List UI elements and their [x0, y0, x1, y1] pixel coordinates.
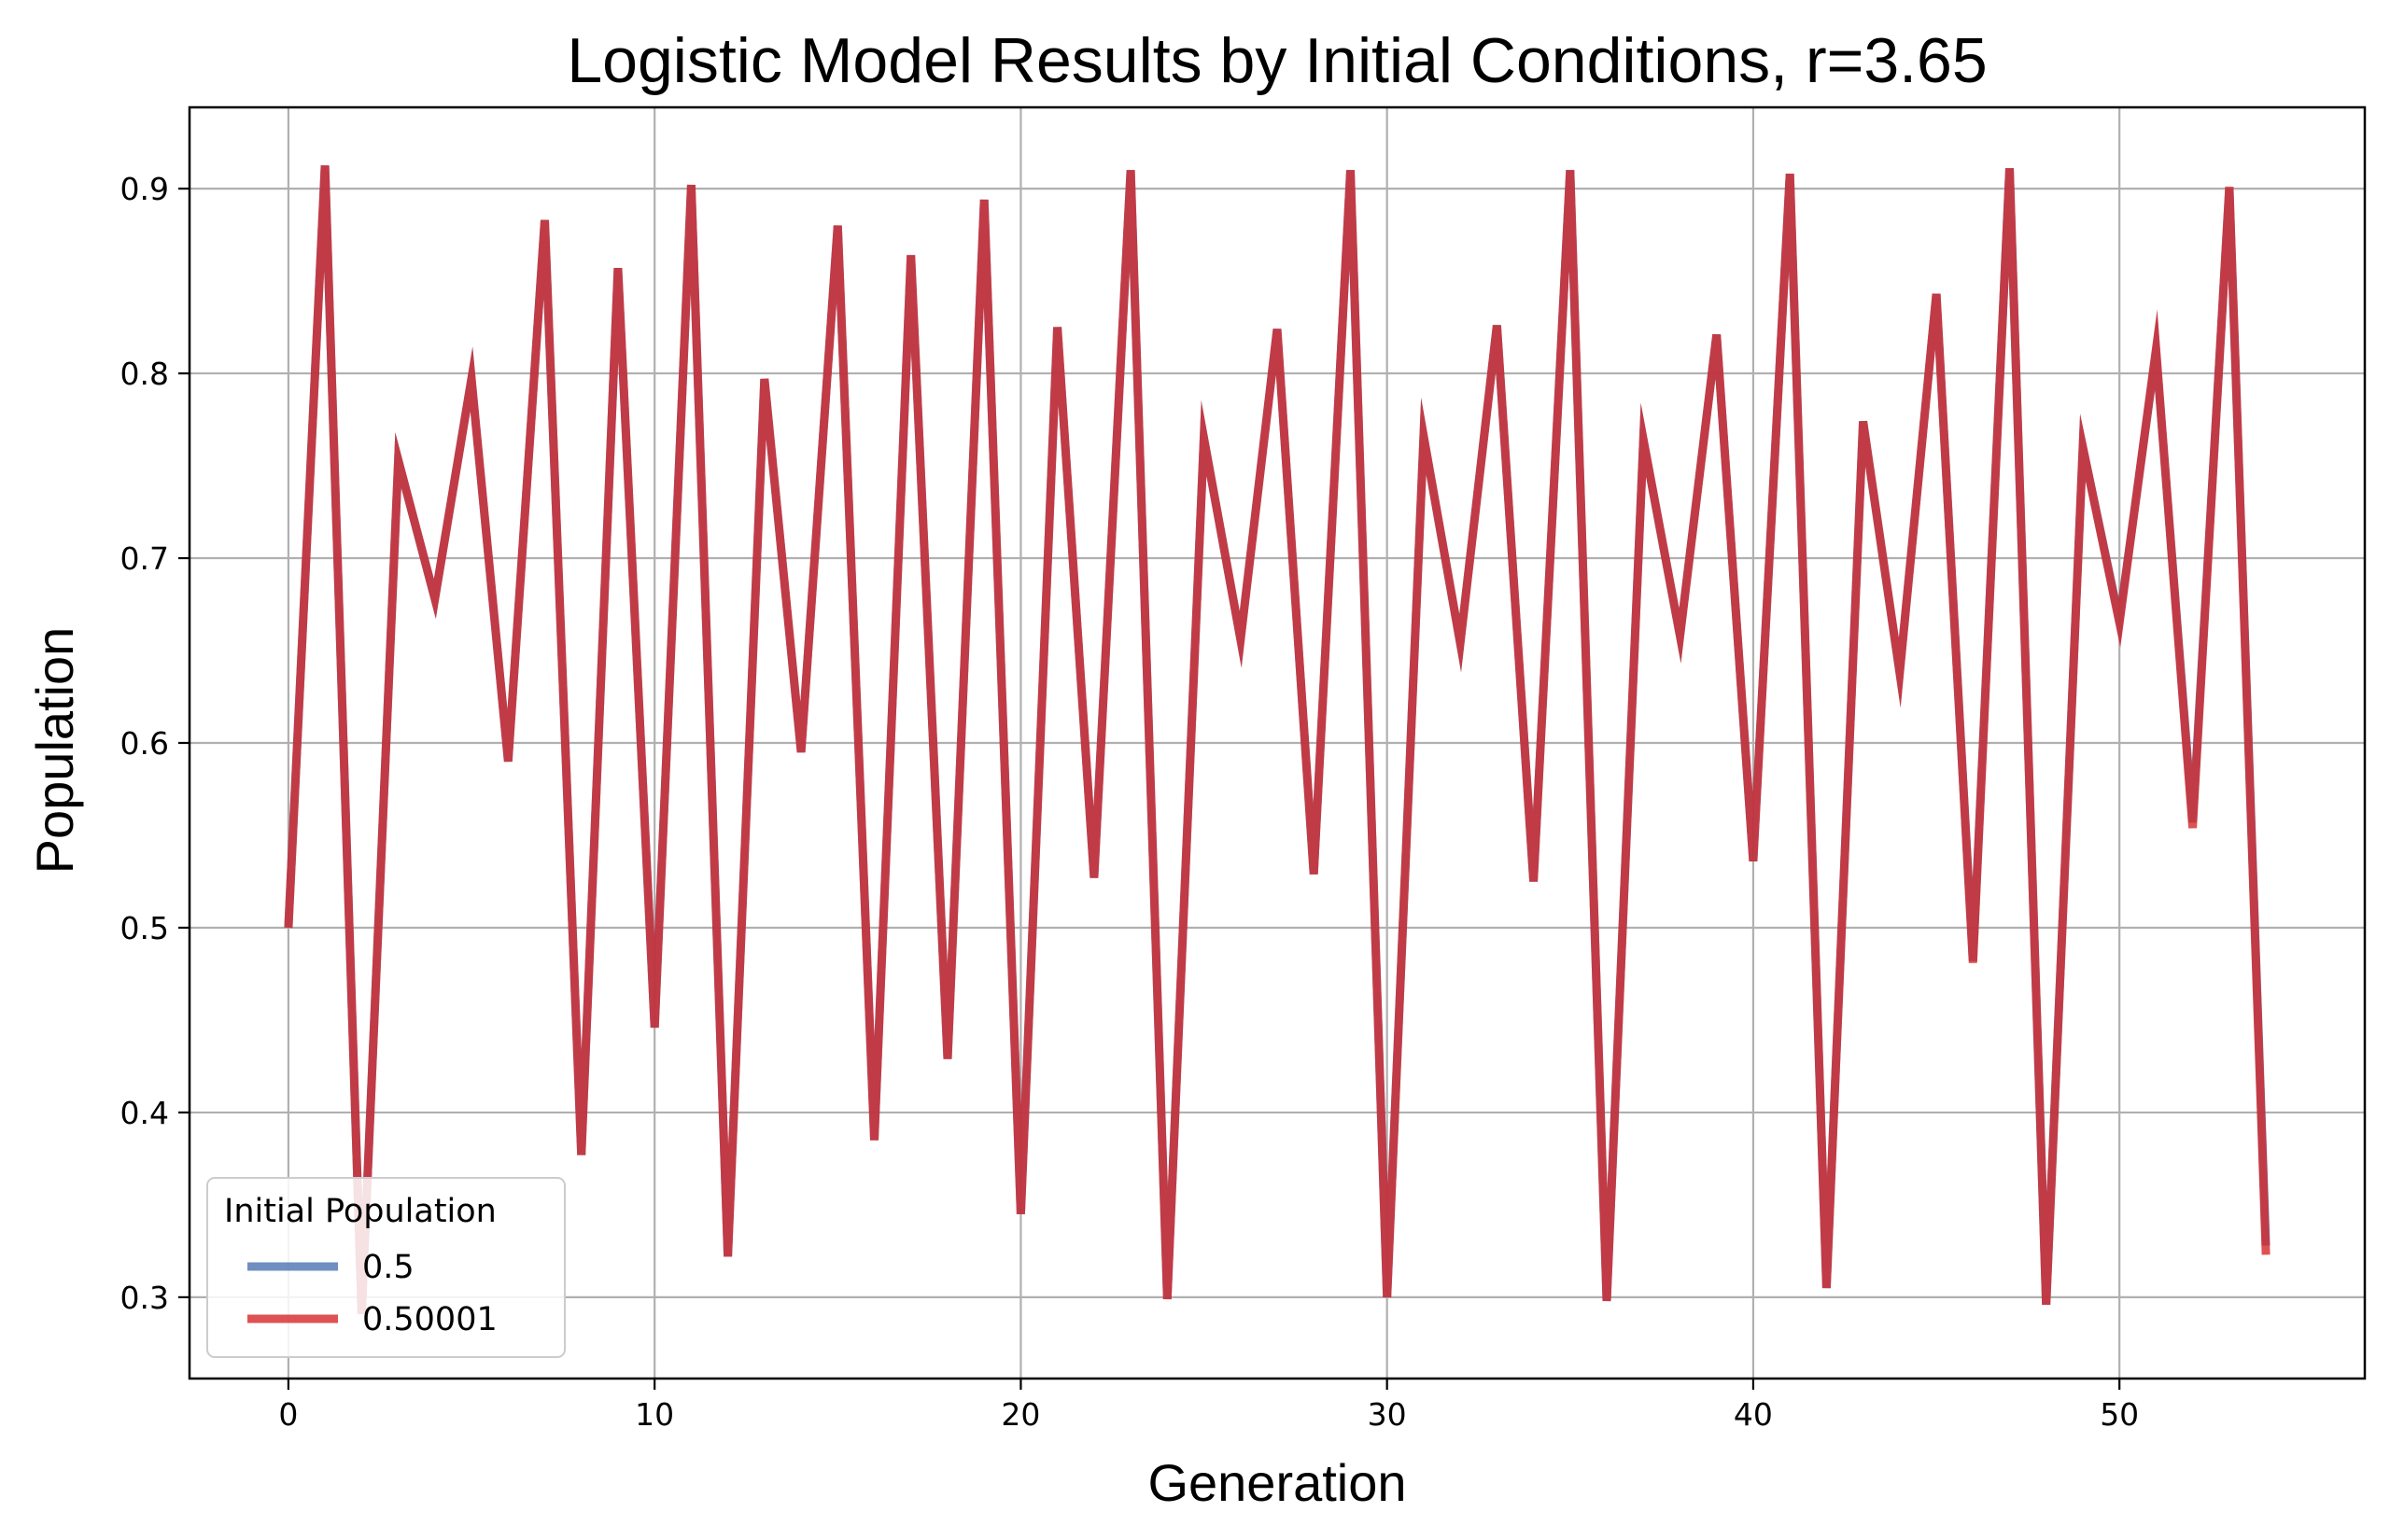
- x-tick-label: 20: [1001, 1396, 1040, 1433]
- ticks: 0 10 20 30 40 50 0.3 0.4 0.5 0.6 0.7 0.8 0.9: [120, 171, 2140, 1433]
- x-tick-label: 30: [1368, 1396, 1407, 1433]
- legend-label-0.5: 0.5: [362, 1249, 415, 1286]
- x-tick-label: 50: [2100, 1396, 2139, 1433]
- y-tick-label: 0.8: [120, 356, 169, 392]
- legend: Initial Population 0.5 0.50001: [206, 1177, 566, 1358]
- y-tick-label: 0.7: [120, 540, 169, 577]
- y-axis-label: Population: [25, 627, 84, 875]
- x-axis-label: Generation: [1147, 1453, 1406, 1512]
- x-tick-label: 40: [1734, 1396, 1773, 1433]
- series-lines: [284, 165, 2270, 1314]
- grid: [190, 107, 2365, 1379]
- x-tick-label: 0: [278, 1396, 298, 1433]
- y-tick-label: 0.3: [120, 1280, 169, 1316]
- series-line-0.50001: [284, 165, 2270, 1314]
- x-tick-label: 10: [635, 1396, 674, 1433]
- y-tick-label: 0.5: [120, 910, 169, 946]
- legend-label-0.50001: 0.50001: [362, 1301, 498, 1338]
- legend-box: [206, 1177, 566, 1358]
- chart-title: Logistic Model Results by Initial Condit…: [567, 25, 1987, 96]
- y-tick-label: 0.9: [120, 171, 169, 207]
- y-tick-label: 0.4: [120, 1095, 169, 1131]
- legend-title: Initial Population: [224, 1193, 497, 1230]
- y-tick-label: 0.6: [120, 725, 169, 762]
